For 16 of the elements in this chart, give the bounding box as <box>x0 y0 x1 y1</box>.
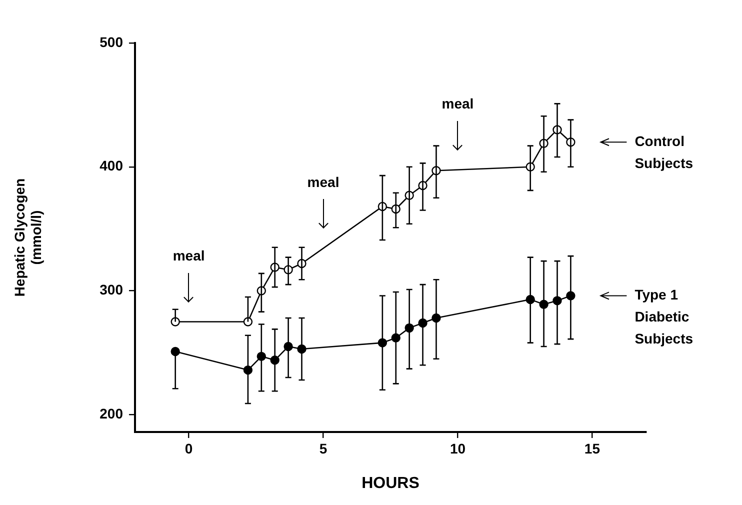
y-tick-label: 500 <box>100 34 124 50</box>
y-tick-label: 200 <box>100 406 124 422</box>
y-tick-label: 300 <box>100 282 124 298</box>
x-tick-label: 10 <box>450 440 466 456</box>
x-axis-title: HOURS <box>362 474 420 492</box>
y-tick-label: 400 <box>100 158 124 174</box>
legend-label: Type 1 Diabetic Subjects <box>634 286 694 347</box>
x-tick-label: 5 <box>319 440 328 456</box>
ref-line-label: meal <box>172 248 205 264</box>
x-tick-label: 0 <box>184 440 193 456</box>
point <box>243 317 253 326</box>
legend-label: Control Subjects <box>634 132 694 171</box>
y-axis-title: Hepatic Glycogen (mmol/l) <box>11 178 44 297</box>
ref-line-label: meal <box>442 96 474 112</box>
x-tick-label: 15 <box>584 440 600 456</box>
ref-line-label: meal <box>307 174 340 190</box>
